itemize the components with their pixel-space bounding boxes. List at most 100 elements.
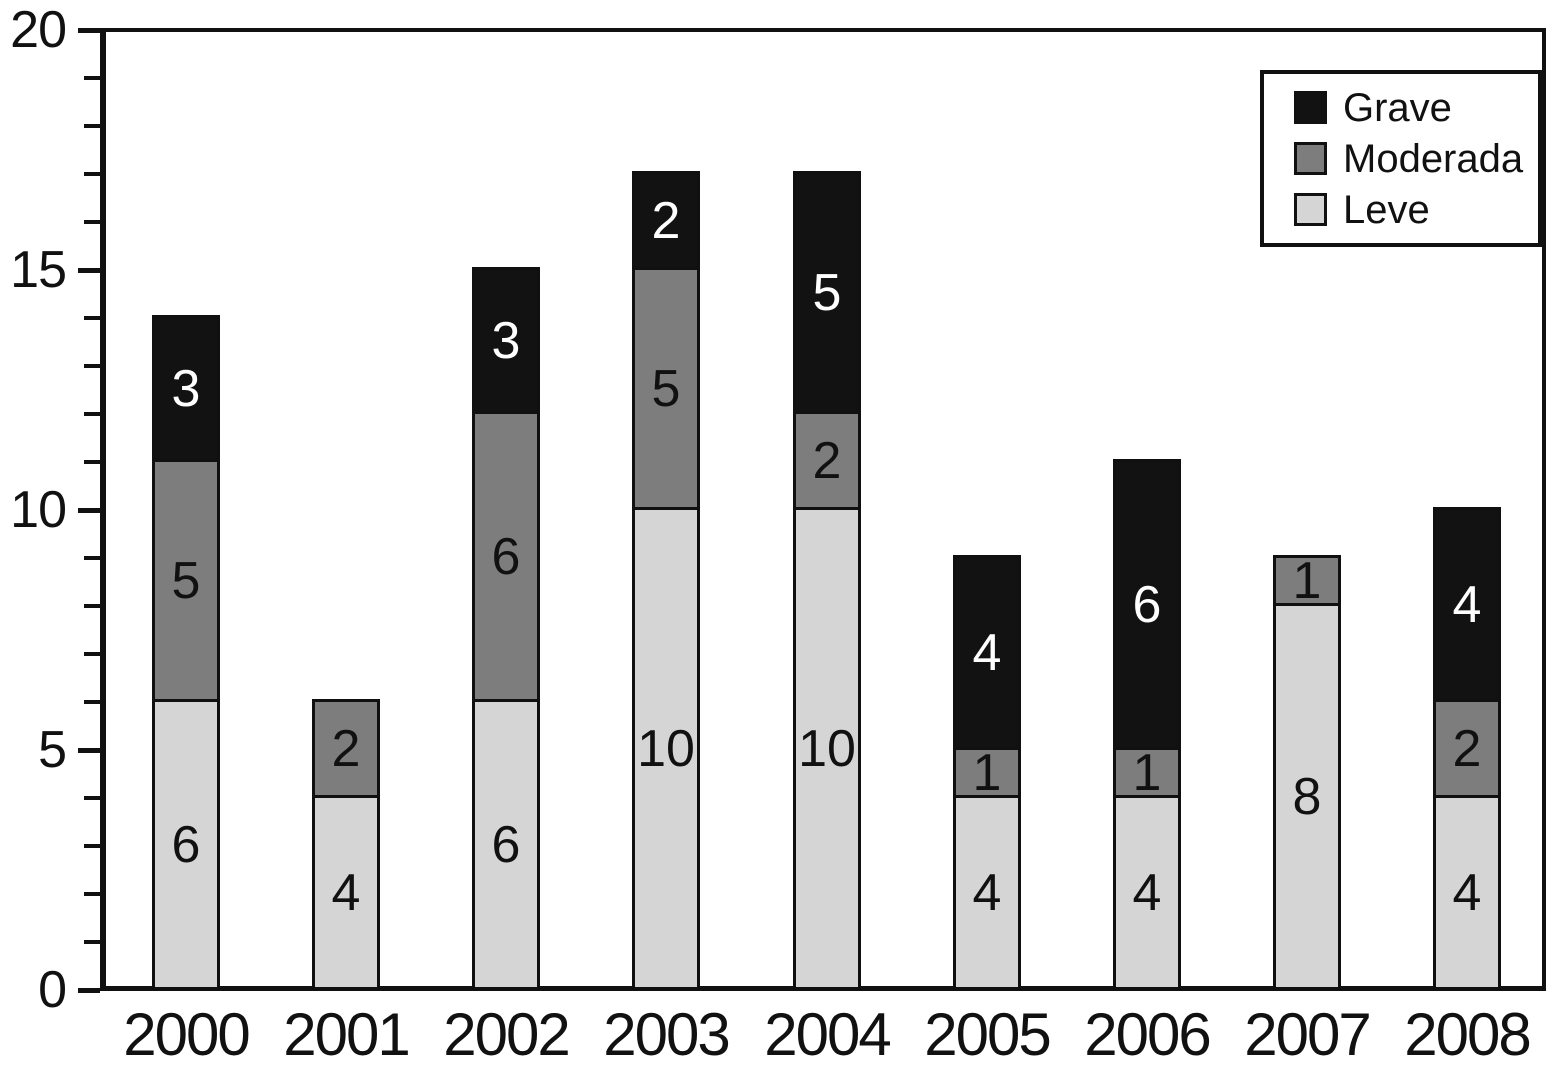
bar-segment-value-label: 6 (1132, 575, 1162, 634)
legend-swatch-leve (1294, 193, 1327, 226)
bar-segment-value-label: 10 (637, 719, 695, 778)
bar-segment-value-label: 1 (1132, 743, 1162, 802)
bar-segment-moderada: 1 (1273, 555, 1341, 607)
y-tick (84, 316, 100, 320)
legend-swatch-grave (1294, 91, 1327, 124)
bar-segment-value-label: 4 (1452, 575, 1482, 634)
y-tick-label: 10 (10, 481, 67, 539)
bar-segment-value-label: 8 (1292, 767, 1322, 826)
bar-segment-leve: 6 (472, 699, 540, 990)
x-category-label-2008: 2008 (1404, 1001, 1531, 1068)
y-tick-label: 15 (10, 241, 67, 299)
bar-segment-leve: 10 (632, 507, 700, 990)
bar-segment-grave: 5 (793, 171, 861, 414)
legend-swatch-moderada (1294, 142, 1327, 175)
bar-segment-value-label: 5 (651, 359, 681, 418)
y-tick (84, 124, 100, 128)
bar-segment-value-label: 1 (972, 743, 1002, 802)
bar-segment-grave: 2 (632, 171, 700, 270)
y-tick (84, 652, 100, 656)
bar-segment-grave: 3 (472, 267, 540, 414)
x-category-label-2005: 2005 (924, 1001, 1051, 1068)
y-tick (84, 220, 100, 224)
bar-segment-leve: 4 (1433, 795, 1501, 990)
bar-segment-leve: 6 (152, 699, 220, 990)
y-tick (84, 796, 100, 800)
bar-segment-moderada: 5 (152, 459, 220, 702)
y-tick (78, 28, 100, 33)
bar-segment-value-label: 10 (798, 719, 856, 778)
bar-segment-value-label: 2 (812, 431, 842, 490)
legend-label-leve: Leve (1343, 187, 1430, 232)
legend-label-grave: Grave (1343, 85, 1452, 130)
bar-segment-leve: 10 (793, 507, 861, 990)
bar-segment-moderada: 2 (312, 699, 380, 798)
y-tick (84, 604, 100, 608)
y-tick (84, 460, 100, 464)
bar-segment-value-label: 3 (491, 311, 521, 370)
y-tick (84, 844, 100, 848)
legend-item-leve: Leve (1294, 189, 1538, 231)
y-tick (78, 268, 100, 273)
plot-right-border (1542, 28, 1546, 990)
bar-segment-value-label: 6 (491, 527, 521, 586)
bar-segment-value-label: 5 (171, 551, 201, 610)
bar-segment-leve: 4 (1113, 795, 1181, 990)
bar-segment-grave: 6 (1113, 459, 1181, 750)
y-tick (78, 508, 100, 513)
legend-item-grave: Grave (1294, 87, 1538, 129)
bar-segment-value-label: 4 (972, 863, 1002, 922)
x-category-label-2002: 2002 (443, 1001, 570, 1068)
bar-group-2008: 4 2 4 (1433, 507, 1501, 990)
bar-segment-value-label: 4 (1452, 863, 1482, 922)
bar-segment-value-label: 4 (972, 623, 1002, 682)
y-tick (84, 556, 100, 560)
bar-segment-leve: 4 (312, 795, 380, 990)
bar-group-2000: 3 5 6 (152, 315, 220, 990)
y-tick (78, 988, 100, 993)
bar-segment-moderada: 5 (632, 267, 700, 510)
bar-segment-value-label: 2 (1452, 719, 1482, 778)
bar-segment-leve: 4 (953, 795, 1021, 990)
bar-segment-moderada: 6 (472, 411, 540, 702)
legend: Grave Moderada Leve (1260, 70, 1542, 247)
bar-segment-grave: 4 (953, 555, 1021, 750)
y-axis-line (100, 28, 106, 990)
y-tick (84, 412, 100, 416)
y-tick (84, 76, 100, 80)
bar-group-2006: 6 1 4 (1113, 459, 1181, 990)
y-tick-label: 5 (38, 721, 67, 779)
bar-segment-moderada: 1 (953, 743, 1021, 802)
bar-segment-value-label: 2 (331, 719, 361, 778)
y-tick (84, 892, 100, 896)
bar-segment-moderada: 2 (793, 411, 861, 510)
x-category-label-2003: 2003 (603, 1001, 730, 1068)
plot-top-border (100, 28, 1546, 32)
bar-segment-moderada: 2 (1433, 699, 1501, 798)
y-tick (84, 364, 100, 368)
bar-segment-moderada: 1 (1113, 743, 1181, 802)
bar-group-2005: 4 1 4 (953, 555, 1021, 990)
bar-segment-value-label: 4 (331, 863, 361, 922)
bar-segment-value-label: 3 (171, 359, 201, 418)
x-category-label-2006: 2006 (1084, 1001, 1211, 1068)
y-tick (78, 748, 100, 753)
y-tick (84, 172, 100, 176)
bar-segment-value-label: 4 (1132, 863, 1162, 922)
legend-label-moderada: Moderada (1343, 136, 1524, 181)
x-category-label-2004: 2004 (764, 1001, 891, 1068)
bar-group-2003: 2 5 10 (632, 171, 700, 990)
y-tick-label: 20 (10, 1, 67, 59)
bar-segment-value-label: 5 (812, 263, 842, 322)
bar-segment-value-label: 2 (651, 191, 681, 250)
y-tick (84, 940, 100, 944)
x-category-label-2001: 2001 (283, 1001, 410, 1068)
x-category-label-2007: 2007 (1244, 1001, 1371, 1068)
y-tick (84, 700, 100, 704)
bar-segment-grave: 4 (1433, 507, 1501, 702)
bar-group-2002: 3 6 6 (472, 267, 540, 990)
bar-group-2004: 5 2 10 (793, 171, 861, 990)
